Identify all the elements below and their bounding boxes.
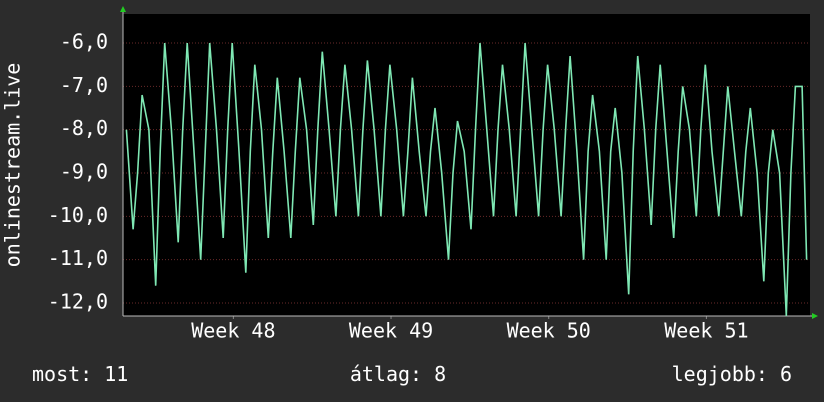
stat: átlag: 8 xyxy=(350,362,446,386)
y-tick-label: -11,0 xyxy=(48,246,108,270)
stats: most: 11 átlag: 8 legjobb: 6 xyxy=(32,362,792,386)
y-tick-label: -7,0 xyxy=(60,73,108,97)
x-tick-label: Week 48 xyxy=(191,319,275,343)
y-tick-label: -6,0 xyxy=(60,30,108,54)
data-line xyxy=(125,42,808,317)
x-tick-label: Week 51 xyxy=(664,319,748,343)
y-axis-title: onlinestream.live xyxy=(1,63,25,268)
stat-value: 6 xyxy=(780,362,792,386)
plot-area xyxy=(123,14,810,316)
stat-value: 8 xyxy=(434,362,446,386)
x-tick-label: Week 49 xyxy=(349,319,433,343)
stat: legjobb: 6 xyxy=(672,362,792,386)
y-tick-label: -8,0 xyxy=(60,116,108,140)
stat-value: 11 xyxy=(104,362,128,386)
x-tick-label: Week 50 xyxy=(507,319,591,343)
y-tick-label: -10,0 xyxy=(48,203,108,227)
stat: most: 11 xyxy=(32,362,128,386)
stat-label: legjobb: xyxy=(672,362,768,386)
y-arrow xyxy=(120,6,126,12)
y-tick-label: -12,0 xyxy=(48,290,108,314)
y-tick-label: -9,0 xyxy=(60,160,108,184)
stat-label: most: xyxy=(32,362,92,386)
stat-label: átlag: xyxy=(350,362,422,386)
x-arrow xyxy=(812,313,818,319)
